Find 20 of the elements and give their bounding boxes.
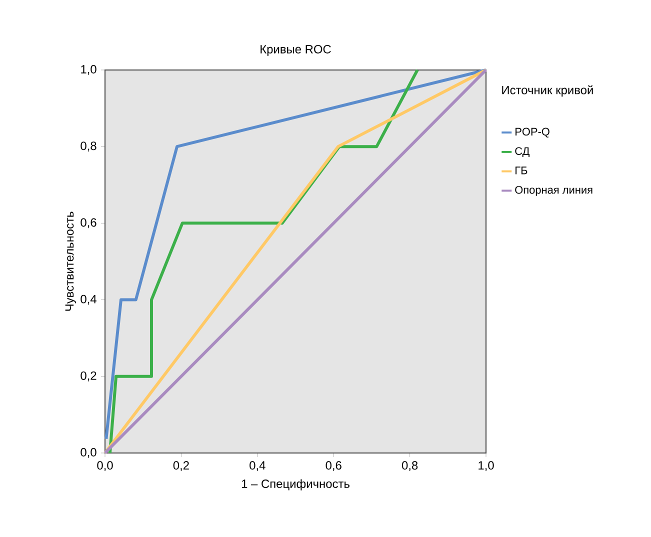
chart-title: Кривые ROC (260, 45, 331, 56)
x-tick-label: 0,4 (250, 461, 266, 472)
y-tick-label: 0,2 (80, 371, 96, 382)
x-tick-label: 0,2 (173, 461, 189, 472)
y-tick-label: 0,6 (80, 218, 96, 228)
x-axis-title: 1 – Специфичность (242, 479, 350, 490)
x-tick-label: 0,6 (326, 461, 342, 472)
y-tick-label: 0,4 (80, 294, 96, 305)
x-tick-label: 1,0 (478, 461, 494, 472)
legend-label: ГБ (516, 166, 528, 174)
y-tick-label: 0,0 (80, 448, 96, 458)
legend-label: POP-Q (516, 128, 550, 138)
y-tick-label: 0,8 (80, 142, 96, 152)
legend-label: СД (515, 147, 530, 158)
x-tick-label: 0,8 (402, 461, 418, 472)
x-tick-label: 0,0 (97, 461, 113, 472)
y-axis-title: Чувствительность (65, 212, 76, 311)
y-tick-label: 1,0 (81, 65, 96, 75)
legend-title: Источник кривой (502, 85, 593, 97)
legend-label: Опорная линия (515, 186, 592, 196)
